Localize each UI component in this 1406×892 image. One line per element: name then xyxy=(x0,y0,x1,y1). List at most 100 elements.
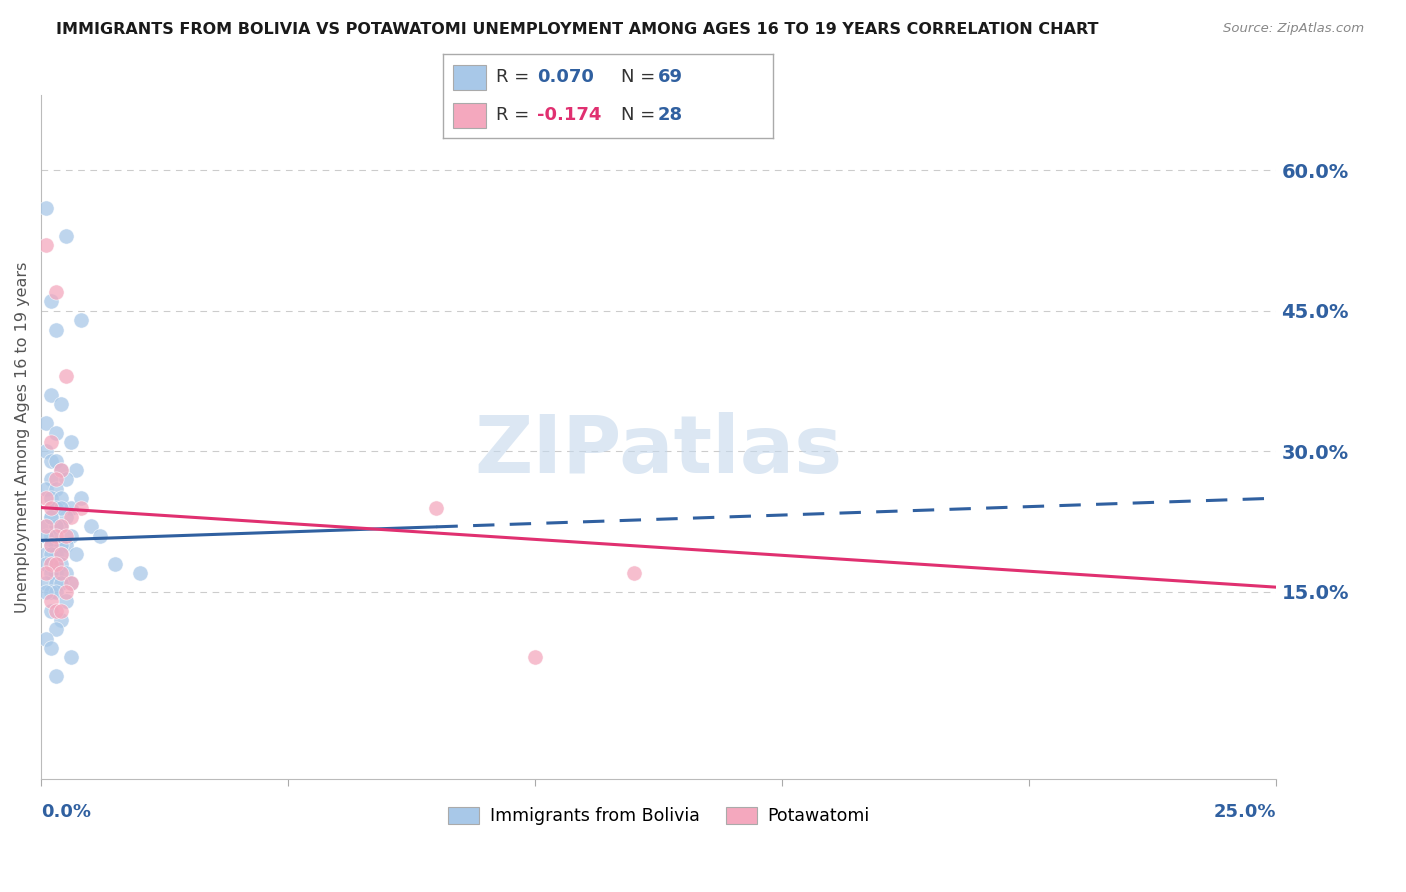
Point xyxy=(45,604,67,618)
Point xyxy=(55,566,77,581)
Text: 28: 28 xyxy=(658,106,683,124)
Point xyxy=(39,491,62,505)
Point xyxy=(49,491,72,505)
Point xyxy=(49,463,72,477)
Text: R =: R = xyxy=(496,106,534,124)
Legend: Immigrants from Bolivia, Potawatomi: Immigrants from Bolivia, Potawatomi xyxy=(441,800,876,832)
Point xyxy=(35,444,58,458)
Text: -0.174: -0.174 xyxy=(537,106,602,124)
Point xyxy=(49,548,72,562)
Point xyxy=(35,585,58,599)
Point xyxy=(45,575,67,590)
Point xyxy=(623,566,645,581)
Point xyxy=(45,557,67,571)
Point xyxy=(35,519,58,533)
Text: R =: R = xyxy=(496,69,534,87)
Point xyxy=(45,453,67,467)
Point xyxy=(55,538,77,552)
Point xyxy=(39,500,62,515)
Point xyxy=(104,557,127,571)
Point xyxy=(59,510,82,524)
Point xyxy=(55,585,77,599)
Point xyxy=(55,510,77,524)
Point xyxy=(39,388,62,402)
Point xyxy=(89,529,111,543)
Point xyxy=(45,472,67,486)
Text: 0.0%: 0.0% xyxy=(41,803,91,821)
Point xyxy=(59,575,82,590)
Point xyxy=(35,575,58,590)
Point xyxy=(39,538,62,552)
Point xyxy=(35,416,58,430)
Point xyxy=(35,548,58,562)
Point xyxy=(129,566,152,581)
Point xyxy=(59,650,82,665)
Point xyxy=(39,585,62,599)
Point xyxy=(524,650,547,665)
Point xyxy=(39,566,62,581)
Point xyxy=(55,594,77,608)
Point xyxy=(55,529,77,543)
Point xyxy=(69,313,91,327)
Point xyxy=(69,500,91,515)
Point xyxy=(45,566,67,581)
Point xyxy=(49,566,72,581)
Point xyxy=(45,623,67,637)
Point xyxy=(45,482,67,496)
Point xyxy=(49,500,72,515)
Point xyxy=(39,434,62,449)
Point xyxy=(35,529,58,543)
Point xyxy=(35,632,58,646)
Point xyxy=(39,472,62,486)
Point xyxy=(49,538,72,552)
Point xyxy=(35,491,58,505)
Point xyxy=(55,472,77,486)
Point xyxy=(65,463,87,477)
Point xyxy=(425,500,447,515)
Point xyxy=(45,669,67,683)
Point xyxy=(45,585,67,599)
Point xyxy=(39,538,62,552)
Point xyxy=(39,510,62,524)
Point xyxy=(49,548,72,562)
Point xyxy=(49,613,72,627)
Point xyxy=(35,238,58,252)
Y-axis label: Unemployment Among Ages 16 to 19 years: Unemployment Among Ages 16 to 19 years xyxy=(15,261,30,613)
Point xyxy=(39,641,62,656)
Point xyxy=(39,557,62,571)
Point xyxy=(45,557,67,571)
FancyBboxPatch shape xyxy=(453,103,486,128)
Point xyxy=(59,434,82,449)
Point xyxy=(39,510,62,524)
Point xyxy=(35,201,58,215)
Point xyxy=(45,285,67,299)
Point xyxy=(49,397,72,411)
Text: IMMIGRANTS FROM BOLIVIA VS POTAWATOMI UNEMPLOYMENT AMONG AGES 16 TO 19 YEARS COR: IMMIGRANTS FROM BOLIVIA VS POTAWATOMI UN… xyxy=(56,22,1098,37)
Point xyxy=(35,566,58,581)
Point xyxy=(49,519,72,533)
Point xyxy=(45,529,67,543)
Point xyxy=(45,548,67,562)
Text: 69: 69 xyxy=(658,69,683,87)
Point xyxy=(39,453,62,467)
Point xyxy=(39,294,62,309)
Point xyxy=(45,519,67,533)
Point xyxy=(65,548,87,562)
Point xyxy=(49,575,72,590)
Point xyxy=(39,548,62,562)
Text: 25.0%: 25.0% xyxy=(1213,803,1277,821)
Point xyxy=(45,500,67,515)
Point xyxy=(55,228,77,243)
Text: ZIPatlas: ZIPatlas xyxy=(475,412,844,490)
FancyBboxPatch shape xyxy=(453,64,486,90)
Point xyxy=(49,519,72,533)
Point xyxy=(45,538,67,552)
Point xyxy=(59,575,82,590)
Point xyxy=(79,519,101,533)
Text: 0.070: 0.070 xyxy=(537,69,593,87)
Point xyxy=(39,604,62,618)
Point xyxy=(59,529,82,543)
Point xyxy=(45,322,67,336)
Point xyxy=(35,519,58,533)
Point xyxy=(39,594,62,608)
